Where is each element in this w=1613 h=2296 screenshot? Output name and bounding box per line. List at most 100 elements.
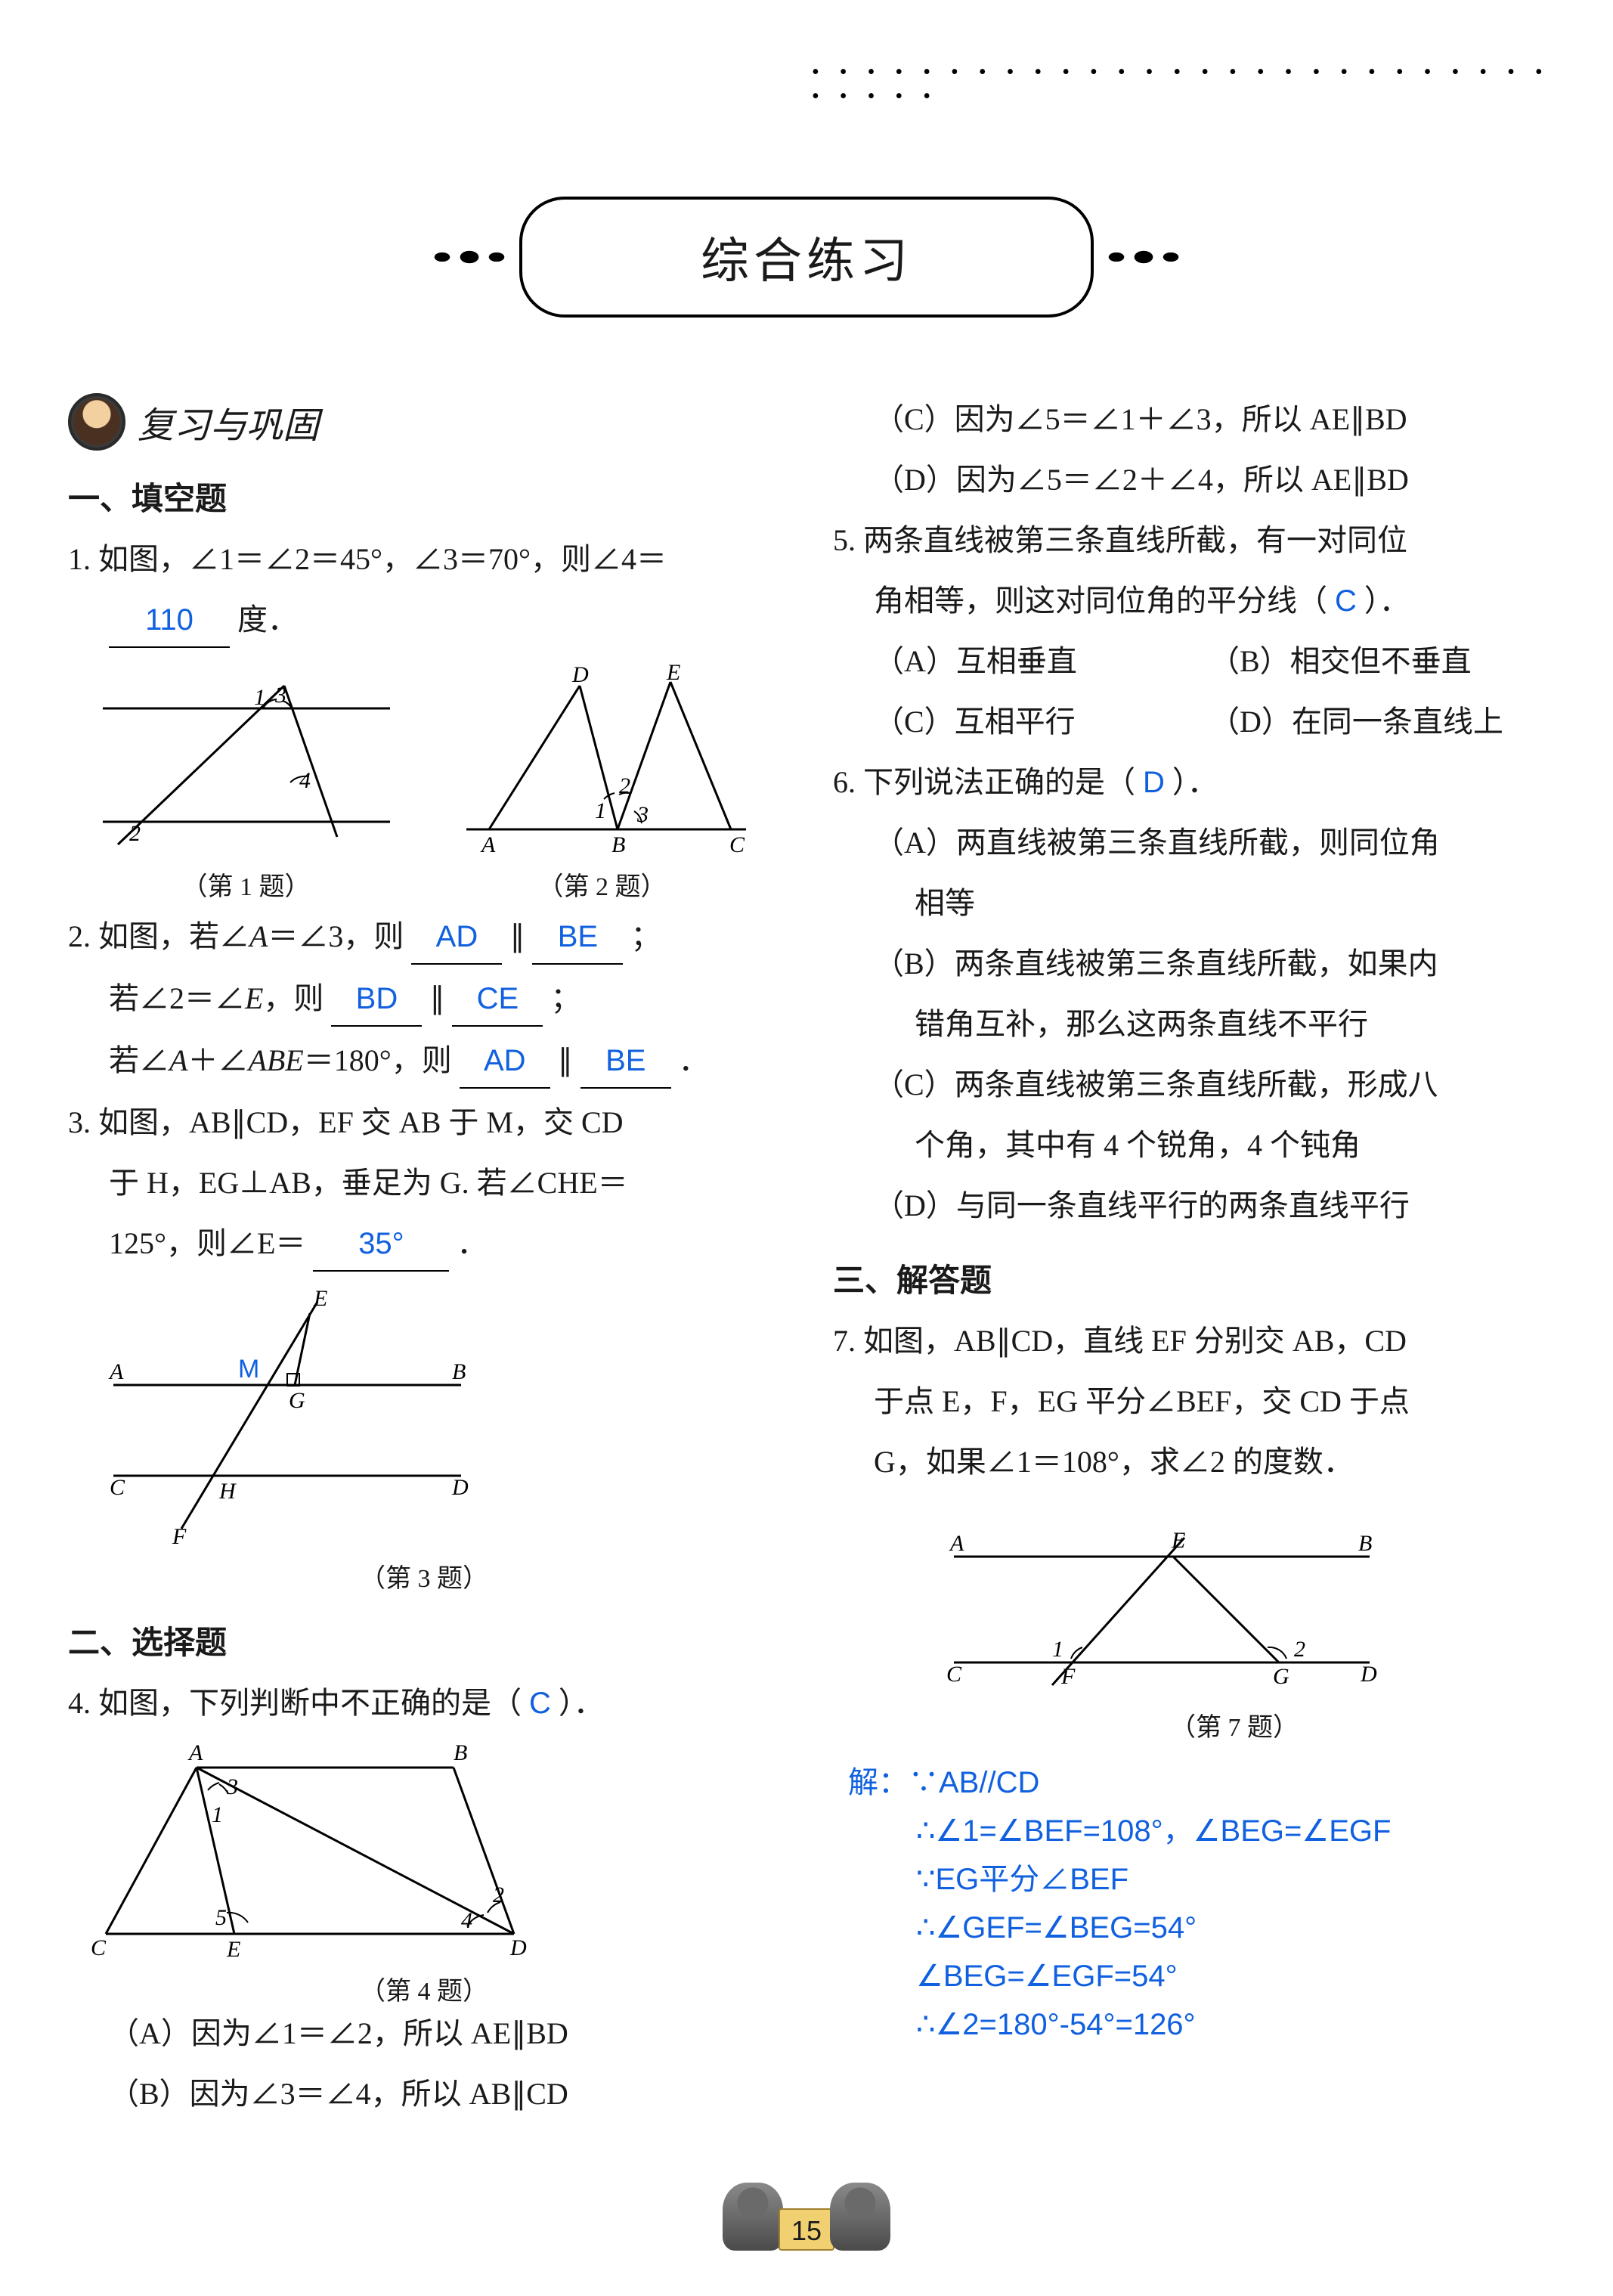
q3-caption: （第 3 题）	[68, 1557, 780, 1594]
q4-lbl-D: D	[509, 1935, 527, 1960]
q5-l2a: 角相等，则这对同位角的平分线（	[874, 584, 1327, 618]
q4-diagram-wrap: A B C D E 1 2 3 4 5 （第 4 题）	[68, 1737, 780, 2007]
page-number: 15	[779, 2208, 834, 2251]
q6-optC2: 个角，其中有 4 个锐角，4 个钝角	[833, 1119, 1545, 1172]
q6-optD: （D）与同一条直线平行的两条直线平行	[833, 1179, 1545, 1232]
q6-stem: 6. 下列说法正确的是（ D ）．	[833, 756, 1545, 809]
q5-choices-row1: （A）互相垂直 （B）相交但不垂直	[833, 635, 1545, 688]
q4-stem-a: 4. 如图，下列判断中不正确的是（	[68, 1686, 522, 1720]
q6-optB1: （B）两条直线被第三条直线所截，如果内	[833, 937, 1545, 990]
q4-optB: （B）因为∠3＝∠4，所以 AB∥CD	[68, 2068, 780, 2121]
q2-lbl-B: B	[611, 832, 625, 857]
q3-lbl-M: M	[238, 1355, 259, 1383]
decorative-dot-border: • • • • • • • • • • • • • • • • • • • • …	[812, 60, 1568, 76]
q2-blank-2b: CE	[452, 972, 543, 1027]
q5-line1: 5. 两条直线被第三条直线所截，有一对同位	[833, 514, 1545, 567]
q2-par1: ∥	[509, 919, 525, 953]
heading-fill: 一、填空题	[68, 473, 780, 519]
q3-period: ．	[457, 1226, 487, 1260]
q3-lbl-D: D	[451, 1475, 469, 1500]
q7-sol-l3: ∴∠GEF=∠BEG=54°	[848, 1904, 1545, 1952]
q7-lbl-F: F	[1060, 1664, 1076, 1689]
q7-sol-l5: ∴∠2=180°-54°=126°	[848, 2000, 1545, 2049]
q7-lbl-C: C	[946, 1662, 962, 1687]
review-header-icon	[68, 393, 125, 451]
q3-blank: 35°	[313, 1217, 449, 1272]
page-title: 综合练习	[701, 234, 912, 288]
q2-blank-3b: BE	[580, 1034, 671, 1089]
q2-it-ABE: ABE	[248, 1043, 303, 1077]
q2-line3: 若∠A＋∠ABE＝180°，则 AD ∥ BE ．	[68, 1034, 780, 1089]
q2-blank-2a: BD	[331, 972, 422, 1027]
page-title-banner: 综合练习	[519, 197, 1094, 318]
q7-sol-l1: ∴∠1=∠BEF=108°，∠BEG=∠EGF	[848, 1807, 1545, 1855]
q1-text-a: 1. 如图，∠1＝∠2＝45°，∠3＝70°，则∠4＝	[68, 542, 667, 576]
q7-diagram: A B C D E F G 1 2	[924, 1511, 1392, 1700]
q1-q2-diagram-row: 1 3 4 2 （第 1 题）	[68, 663, 780, 903]
q3-lbl-B: B	[452, 1359, 466, 1384]
q3-lbl-E: E	[313, 1287, 327, 1311]
q5-answer: C	[1335, 584, 1357, 618]
q5-optC: （C）互相平行	[874, 696, 1209, 748]
q3-line2: 于 H，EG⊥AB，垂足为 G. 若∠CHE＝	[68, 1157, 780, 1210]
q2-diagram-wrap: A B C D E 1 2 3 （第 2 题）	[444, 663, 761, 903]
q2-it-E: E	[245, 981, 263, 1015]
q1-diagram-wrap: 1 3 4 2 （第 1 题）	[88, 663, 405, 903]
q4-stem: 4. 如图，下列判断中不正确的是（ C ）．	[68, 1677, 780, 1730]
q2-par2: ∥	[429, 981, 444, 1015]
q5-line2: 角相等，则这对同位角的平分线（ C ）．	[833, 575, 1545, 627]
q7-lbl-E: E	[1171, 1528, 1185, 1553]
q2-lbl-2: 2	[619, 773, 630, 798]
q5-choices-row2: （C）互相平行 （D）在同一条直线上	[833, 696, 1545, 748]
q1-text-b: 度．	[237, 603, 298, 637]
q1-answer-line: 110 度．	[68, 593, 780, 648]
q3-diagram-wrap: A B C D E F G H M （第 3 题）	[68, 1287, 780, 1594]
q3-lbl-A: A	[108, 1359, 124, 1384]
q2-blank-1a: AD	[411, 910, 502, 965]
q4-lbl-B: B	[454, 1740, 467, 1765]
q4-lbl-2: 2	[493, 1882, 504, 1907]
q2-l3a: 若∠	[109, 1043, 169, 1077]
q2-line1: 2. 如图，若∠A＝∠3，则 AD ∥ BE ；	[68, 910, 780, 965]
q2-blank-1b: BE	[532, 910, 623, 965]
q4-lbl-5: 5	[215, 1905, 227, 1930]
q1-lbl-3: 3	[274, 683, 286, 708]
q7-lbl-G: G	[1273, 1664, 1289, 1689]
q5-optA: （A）互相垂直	[874, 635, 1209, 688]
heading-solve: 三、解答题	[833, 1255, 1545, 1301]
q7-lbl-D: D	[1360, 1662, 1377, 1687]
q3-line3: 125°，则∠E＝ 35° ．	[68, 1217, 780, 1272]
q2-lbl-A: A	[480, 832, 496, 857]
q7-diagram-wrap: A B C D E F G 1 2 （第 7 题）	[924, 1511, 1545, 1743]
content-columns: 复习与巩固 一、填空题 1. 如图，∠1＝∠2＝45°，∠3＝70°，则∠4＝ …	[68, 393, 1545, 2128]
q7-line2: 于点 E，F，EG 平分∠BEF，交 CD 于点	[833, 1375, 1545, 1428]
q4-stem-b: ）．	[559, 1686, 604, 1720]
q3-lbl-C: C	[110, 1475, 125, 1500]
q2-l2a: 若∠2＝∠	[109, 981, 245, 1015]
q7-lbl-2: 2	[1294, 1637, 1305, 1662]
q6-answer: D	[1143, 766, 1165, 799]
q3-l3a: 125°，则∠E＝	[109, 1226, 305, 1260]
q2-period: ．	[679, 1043, 709, 1077]
q2-lbl-E: E	[666, 663, 680, 685]
q2-blank-3a: AD	[460, 1034, 550, 1089]
q6-optB2: 错角互补，那么这两条直线不平行	[833, 998, 1545, 1051]
right-column: （C）因为∠5＝∠1＋∠3，所以 AE∥BD （D）因为∠5＝∠2＋∠4，所以 …	[833, 393, 1545, 2128]
q2-l1b: ＝∠3，则	[268, 919, 404, 953]
q2-par3: ∥	[558, 1043, 573, 1077]
q2-lbl-3: 3	[636, 802, 649, 827]
q7-sol-l0: 解：∵AB//CD	[848, 1758, 1545, 1807]
q2-it-A2: A	[169, 1043, 187, 1077]
q2-l1a: 2. 如图，若∠	[68, 919, 249, 953]
footer-creature-right-icon	[830, 2183, 890, 2251]
q4-optA: （A）因为∠1＝∠2，所以 AE∥BD	[68, 2007, 780, 2060]
q2-lbl-1: 1	[595, 798, 606, 823]
q4-lbl-A: A	[187, 1740, 203, 1765]
q4-lbl-E: E	[226, 1937, 240, 1962]
q4-lbl-C: C	[91, 1935, 107, 1960]
q1-stem: 1. 如图，∠1＝∠2＝45°，∠3＝70°，则∠4＝	[68, 533, 780, 586]
q7-line3: G，如果∠1＝108°，求∠2 的度数．	[833, 1436, 1545, 1489]
q6-optA1: （A）两直线被第三条直线所截，则同位角	[833, 816, 1545, 869]
q1-caption: （第 1 题）	[88, 866, 405, 903]
q4-lbl-3: 3	[226, 1774, 238, 1799]
